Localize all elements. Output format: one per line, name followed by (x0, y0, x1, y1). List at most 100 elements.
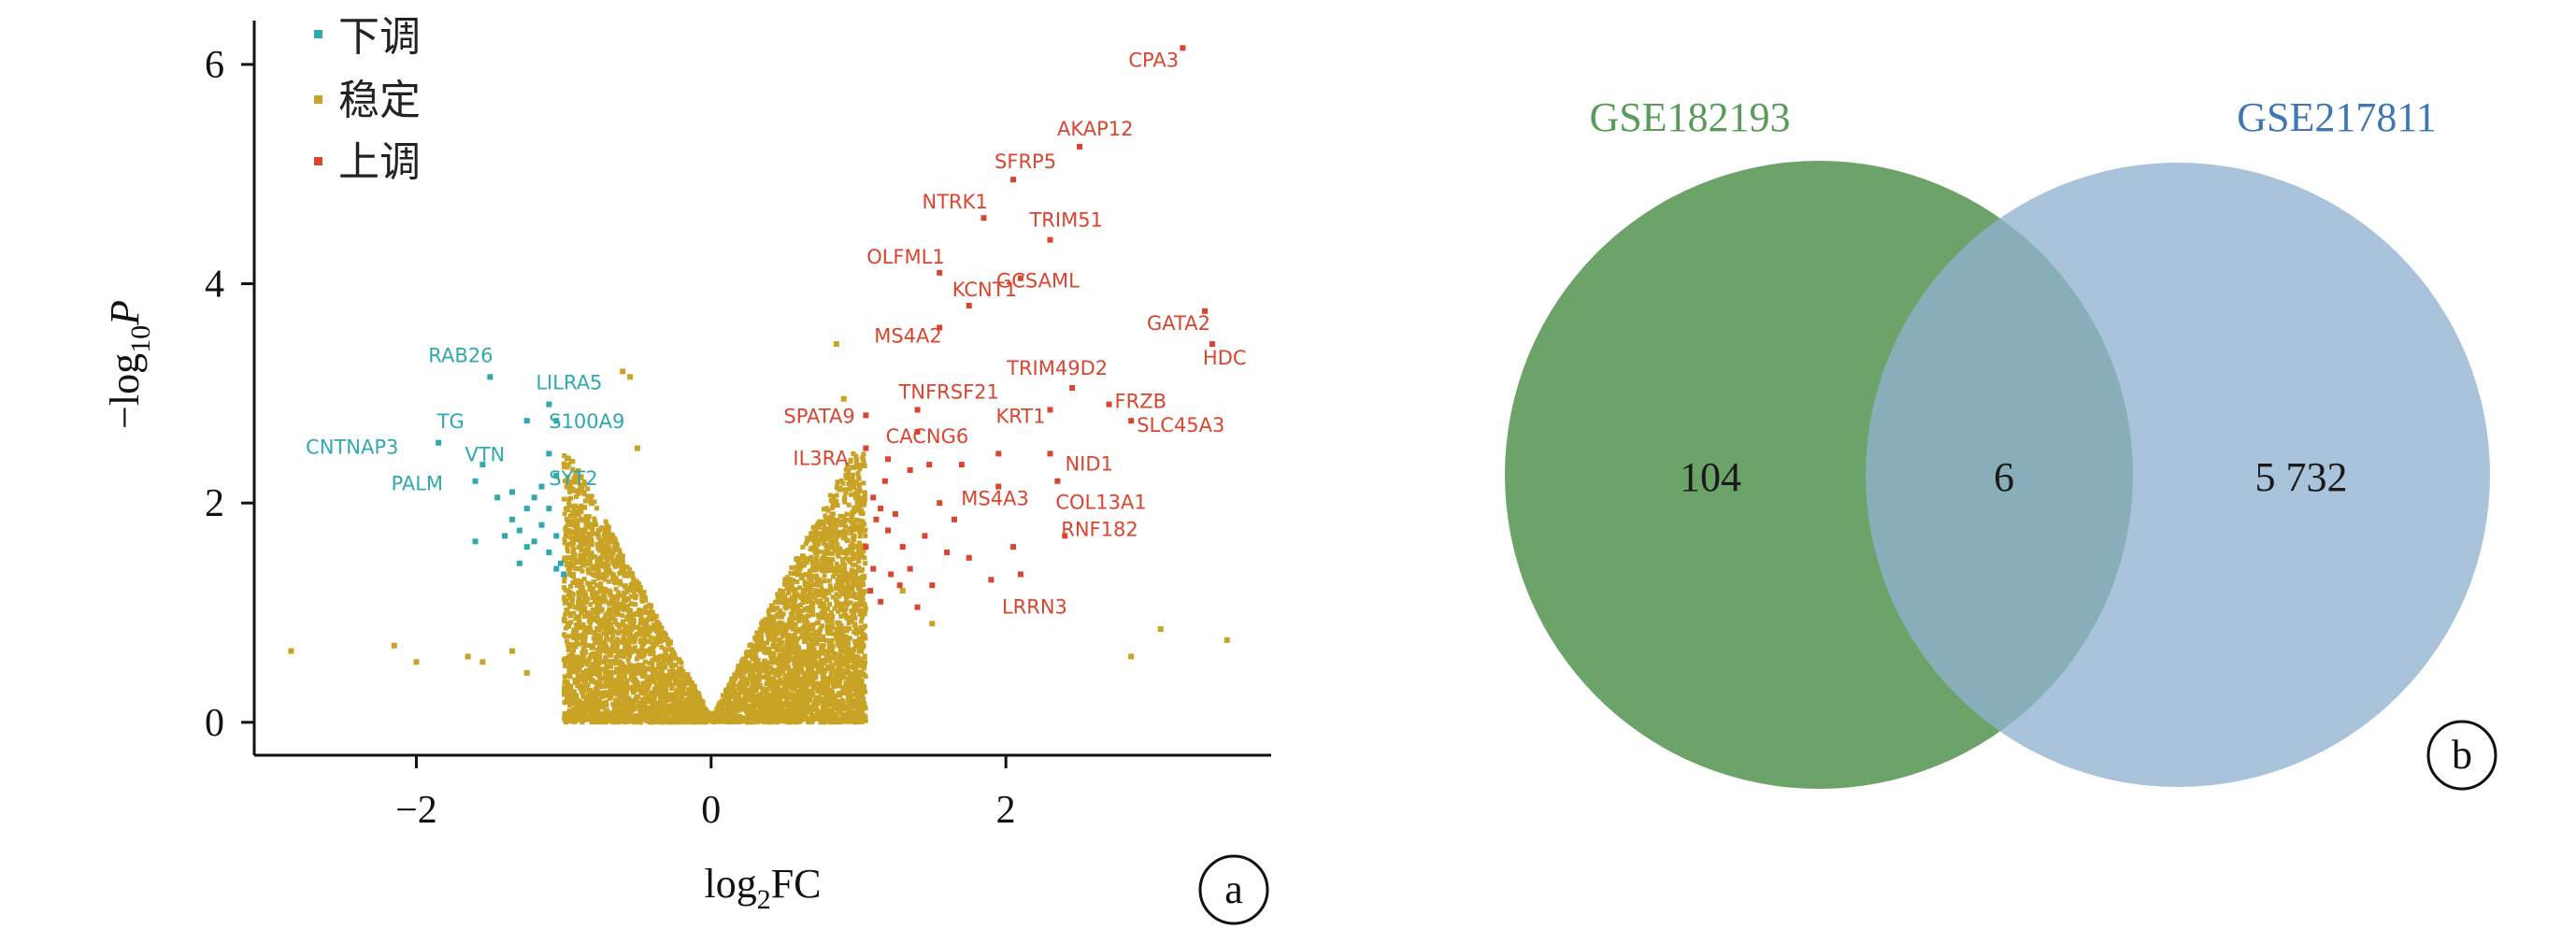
stable-point (822, 609, 827, 615)
stable-point (842, 499, 848, 505)
stable-point (593, 715, 598, 721)
stable-point (779, 687, 784, 693)
stable-point (677, 697, 682, 703)
stable-point (617, 570, 623, 576)
stable-point (778, 588, 783, 594)
stable-point (641, 608, 647, 613)
stable-point (751, 702, 757, 708)
stable-point (833, 706, 838, 711)
stable-point (680, 701, 686, 707)
stable-point (630, 690, 636, 695)
stable-point (682, 691, 688, 696)
stable-point (574, 470, 580, 476)
stable-point (857, 608, 863, 613)
stable-point (850, 541, 855, 547)
stable-point (796, 563, 802, 568)
stable-point (853, 465, 859, 470)
stable-point (853, 595, 859, 601)
stable-point (723, 701, 729, 707)
stable-point (846, 676, 852, 681)
stable-point (615, 698, 621, 704)
stable-point (685, 701, 691, 707)
stable-point (742, 707, 748, 712)
stable-point (566, 623, 572, 629)
stable-point (750, 669, 755, 675)
stable-point (590, 664, 595, 669)
stable-point (590, 610, 595, 616)
stable-point (582, 608, 588, 614)
stable-point (604, 649, 609, 654)
stable-point (598, 540, 604, 546)
stable-point (636, 611, 641, 617)
stable-point (628, 700, 634, 706)
stable-point (844, 511, 850, 517)
stable-point (830, 666, 836, 672)
stable-point (768, 603, 774, 608)
stable-point (606, 529, 611, 535)
stable-point (614, 605, 620, 610)
stable-point (816, 684, 822, 690)
stable-point (858, 619, 864, 624)
stable-point (567, 659, 573, 665)
stable-point (643, 696, 649, 702)
stable-point (620, 683, 625, 689)
stable-point (591, 679, 596, 684)
stable-point (581, 708, 587, 713)
stable-point (753, 675, 759, 680)
stable-point (771, 651, 777, 656)
stable-point (802, 662, 808, 667)
stable-point (734, 708, 739, 713)
stable-point (849, 520, 854, 525)
stable-point (598, 649, 604, 654)
stable-point (572, 578, 578, 583)
stable-point (801, 655, 807, 661)
stable-point (814, 710, 820, 716)
stable-point (769, 698, 775, 704)
stable-point (583, 547, 589, 552)
stable-point (780, 614, 785, 620)
stable-point (737, 665, 742, 671)
stable-point (825, 676, 831, 681)
stable-point (824, 607, 830, 612)
stable-point (677, 704, 682, 709)
stable-point (852, 569, 858, 575)
stable-point (567, 489, 573, 494)
stable-point (615, 640, 621, 646)
stable-point (760, 624, 766, 630)
stable-point (569, 601, 575, 607)
stable-point (652, 636, 658, 641)
stable-point (631, 578, 637, 583)
stable-point (841, 691, 847, 696)
stable-point (772, 679, 778, 684)
stable-point (581, 653, 587, 659)
stable-point (571, 476, 577, 481)
stable-point (592, 499, 597, 505)
stable-point (585, 613, 591, 619)
stable-point (803, 541, 809, 547)
stable-point (760, 694, 766, 700)
stable-point (789, 565, 794, 570)
stable-point (579, 663, 584, 668)
stable-point (660, 694, 665, 700)
stable-point (688, 705, 694, 710)
stable-point (807, 608, 812, 613)
stable-point (831, 655, 837, 661)
stable-point (762, 700, 767, 706)
stable-point (572, 552, 578, 558)
stable-point (852, 709, 858, 715)
stable-point (693, 705, 698, 710)
stable-point (621, 690, 626, 695)
stable-point (854, 715, 860, 721)
stable-point (623, 598, 628, 604)
stable-point (740, 697, 746, 703)
stable-point (561, 594, 566, 600)
stable-point (643, 620, 649, 625)
stable-point (835, 503, 840, 508)
stable-point (861, 451, 866, 457)
stable-point (823, 516, 829, 522)
stable-point (599, 624, 605, 630)
stable-point (795, 560, 801, 565)
stable-point (858, 551, 864, 556)
stable-point (827, 602, 833, 608)
stable-point (828, 497, 834, 503)
